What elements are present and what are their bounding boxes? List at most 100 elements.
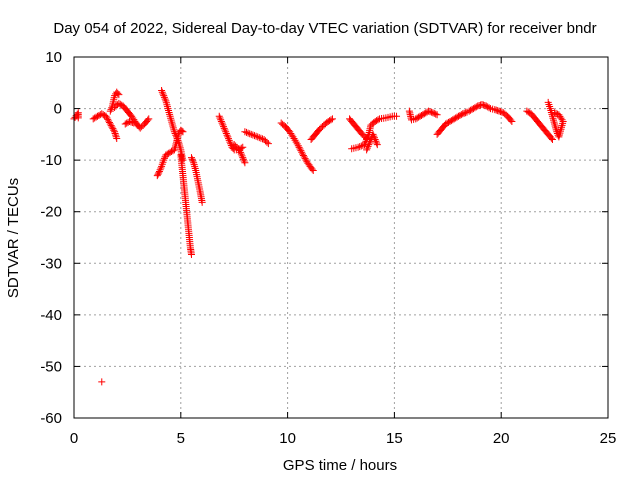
data-point — [116, 100, 124, 108]
data-point — [432, 110, 440, 118]
data-point — [165, 107, 173, 115]
data-point — [167, 114, 175, 122]
data-point — [179, 128, 187, 136]
data-point — [469, 105, 477, 113]
data-point — [106, 120, 114, 128]
data-point — [167, 116, 175, 124]
data-point — [430, 109, 438, 117]
data-point — [295, 143, 303, 151]
data-point — [559, 119, 567, 127]
x-axis-label: GPS time / hours — [283, 457, 397, 474]
data-markers — [70, 87, 567, 386]
data-point — [191, 163, 199, 171]
data-point — [226, 138, 234, 146]
data-point — [484, 103, 492, 111]
data-point — [198, 198, 206, 206]
axis-ticks — [73, 56, 609, 419]
data-point — [91, 114, 99, 122]
data-point — [160, 93, 168, 101]
data-point — [155, 169, 163, 177]
data-point — [145, 115, 153, 123]
data-point — [236, 147, 244, 155]
data-point — [242, 128, 250, 136]
data-point — [220, 124, 228, 132]
data-point — [549, 114, 557, 122]
data-point — [454, 112, 462, 120]
data-point — [165, 108, 173, 116]
data-point — [224, 133, 232, 141]
data-point — [237, 150, 245, 158]
data-point — [74, 114, 82, 122]
data-point — [109, 125, 117, 133]
data-point — [328, 115, 336, 123]
y-tick-label: -20 — [40, 204, 62, 221]
data-point — [299, 152, 307, 160]
data-point — [225, 135, 233, 143]
data-point — [187, 154, 195, 162]
x-tick-label: 25 — [600, 430, 617, 447]
data-point — [427, 108, 435, 116]
data-point — [219, 121, 227, 129]
data-point — [112, 131, 120, 139]
data-point — [115, 91, 123, 99]
chart-title: Day 054 of 2022, Sidereal Day-to-day VTE… — [53, 20, 596, 37]
data-point — [130, 119, 138, 127]
data-point — [168, 148, 176, 156]
data-point — [459, 110, 467, 118]
y-tick-label: -50 — [40, 358, 62, 375]
data-point — [160, 156, 168, 164]
data-point — [263, 138, 271, 146]
data-point — [252, 132, 260, 140]
data-point — [494, 107, 502, 115]
data-point — [298, 148, 306, 156]
data-point — [301, 155, 309, 163]
data-point — [239, 154, 247, 162]
x-tick-label: 20 — [493, 430, 510, 447]
data-point — [508, 117, 516, 125]
data-point — [222, 129, 230, 137]
y-axis-label: SDTVAR / TECUs — [5, 178, 22, 298]
data-point — [373, 117, 381, 125]
data-point — [324, 117, 332, 125]
data-point — [415, 113, 423, 121]
data-point — [365, 139, 373, 147]
y-tick-label: 0 — [54, 101, 62, 118]
x-tick-label: 15 — [386, 430, 403, 447]
data-point — [425, 107, 433, 115]
data-point — [178, 127, 186, 135]
data-point — [225, 136, 233, 144]
data-point — [481, 101, 489, 109]
data-point — [393, 112, 401, 120]
data-point — [357, 142, 365, 150]
data-point — [555, 111, 563, 119]
data-point — [121, 120, 129, 128]
data-point — [144, 116, 152, 124]
data-point — [159, 90, 167, 98]
data-point — [158, 87, 166, 95]
data-point — [241, 128, 249, 136]
data-point — [103, 114, 111, 122]
data-point — [363, 146, 371, 154]
data-point — [223, 131, 231, 139]
data-point — [123, 119, 131, 127]
data-point — [551, 109, 559, 117]
data-point — [102, 112, 110, 120]
data-point — [238, 152, 246, 160]
data-point — [247, 130, 255, 138]
data-point — [107, 122, 115, 130]
data-point — [370, 134, 378, 142]
data-point — [217, 116, 225, 124]
data-point — [547, 134, 555, 142]
data-point — [157, 164, 165, 172]
data-point — [460, 109, 468, 117]
data-point — [326, 117, 334, 125]
data-point — [108, 123, 116, 131]
data-point — [163, 101, 171, 109]
data-point — [239, 155, 247, 163]
data-point — [371, 117, 379, 125]
data-point — [227, 142, 235, 150]
data-point — [234, 145, 242, 153]
data-point — [354, 143, 362, 151]
data-point — [447, 117, 455, 125]
